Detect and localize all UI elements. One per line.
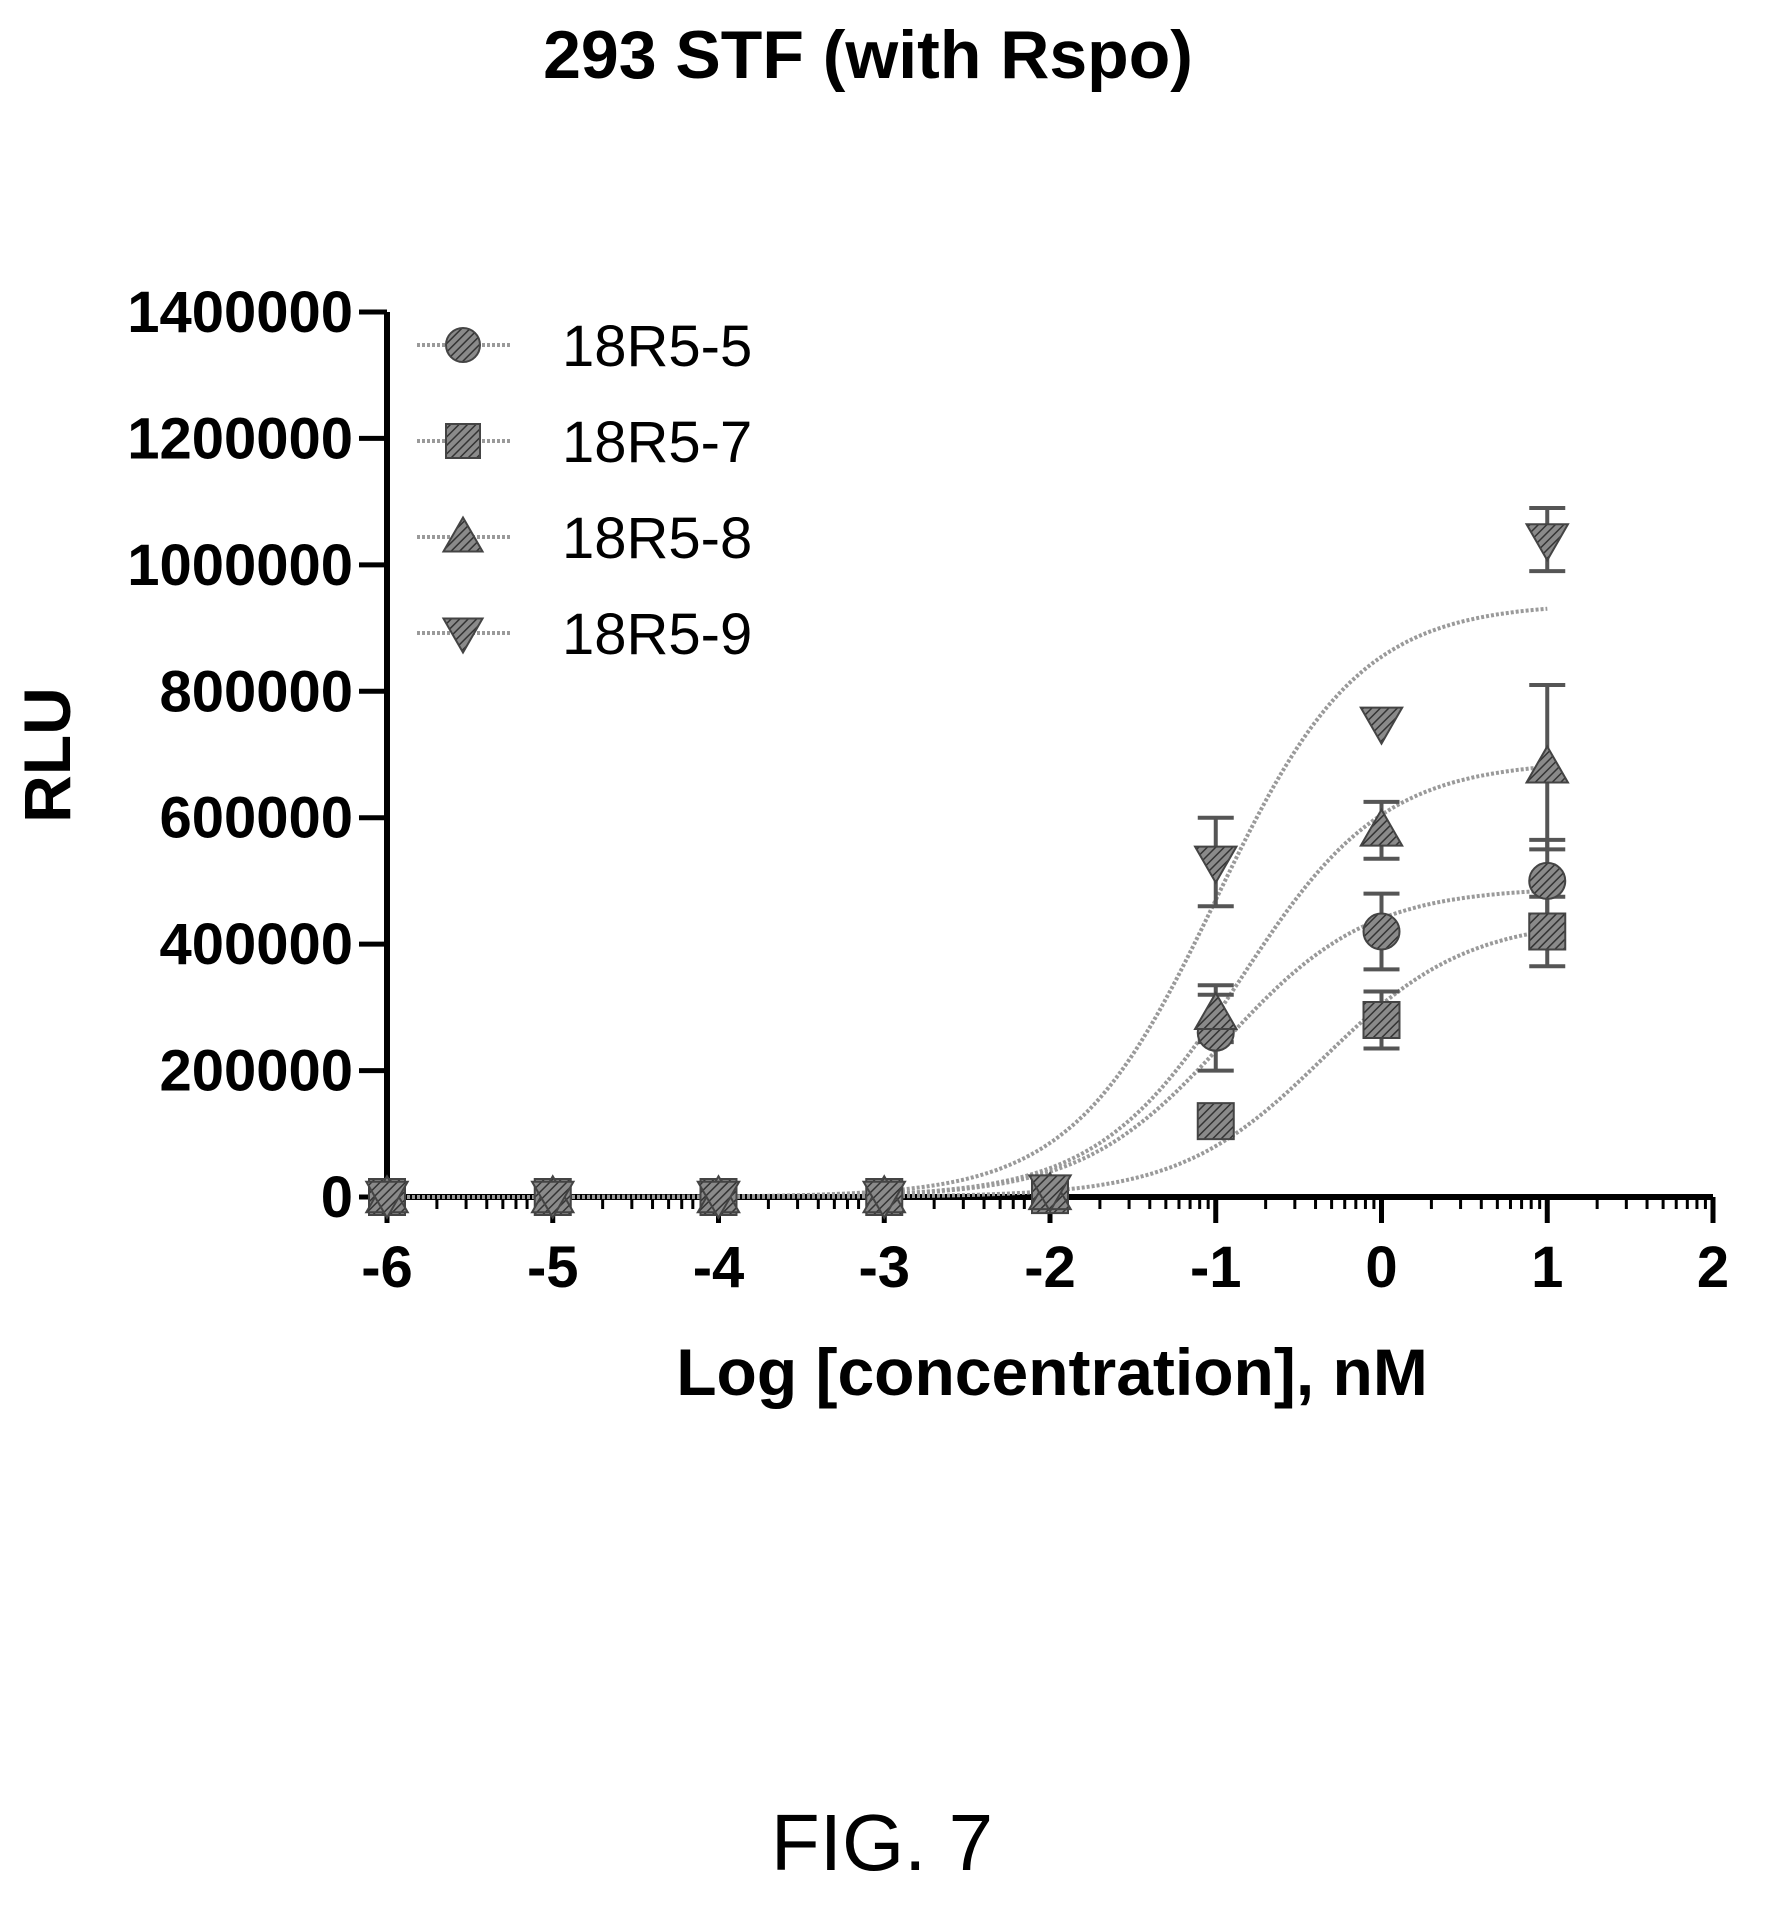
- data-point-18R5-7: [1528, 912, 1567, 951]
- legend: 18R5-5 18R5-7 18R5-8 18R5-9: [417, 314, 752, 667]
- x-tick-label: -2: [1024, 1235, 1076, 1300]
- x-tick-label: -6: [361, 1235, 413, 1300]
- chart-title: 293 STF (with Rspo): [543, 17, 1193, 93]
- y-tick-label: 600000: [159, 786, 353, 851]
- data-point-18R5-5: [1528, 861, 1567, 900]
- fit-curve-18R5-9: [387, 606, 1548, 1199]
- data-point-18R5-9: [1359, 706, 1404, 746]
- data-point-18R5-9: [861, 1180, 907, 1220]
- fit-curve-18R5-8: [387, 764, 1548, 1199]
- data-point-18R5-9: [364, 1180, 410, 1220]
- legend-label: 18R5-7: [562, 410, 752, 475]
- data-point-18R5-5: [1362, 912, 1401, 951]
- fit-curves: [387, 606, 1548, 1199]
- x-tick-label: -1: [1190, 1235, 1242, 1300]
- x-tick-label: -4: [693, 1235, 745, 1300]
- data-point-18R5-9: [1193, 845, 1239, 885]
- figure-label: FIG. 7: [771, 1798, 993, 1887]
- legend-marker-18R5-8: [441, 515, 485, 553]
- axes: 0 200000 400000 600000 800000 1000000 1200000 1…: [127, 280, 1729, 1300]
- legend-label: 18R5-9: [562, 602, 752, 667]
- y-tick-label: 1000000: [127, 533, 353, 598]
- y-tick-label: 400000: [159, 912, 353, 977]
- x-tick-label: -5: [527, 1235, 579, 1300]
- x-tick-label: -3: [858, 1235, 910, 1300]
- y-axis-label: RLU: [10, 687, 84, 823]
- x-axis-label: Log [concentration], nM: [676, 1335, 1428, 1409]
- legend-label: 18R5-8: [562, 506, 752, 571]
- data-point-18R5-9: [530, 1180, 576, 1220]
- data-point-18R5-7: [1362, 1001, 1401, 1039]
- data-point-18R5-8: [1193, 990, 1239, 1030]
- x-tick-label: 1: [1531, 1235, 1563, 1300]
- y-tick-label: 1200000: [127, 406, 353, 471]
- y-tick-label: 200000: [159, 1039, 353, 1104]
- x-tick-label: 2: [1697, 1235, 1729, 1300]
- x-tick-label: 0: [1365, 1235, 1397, 1300]
- legend-marker-18R5-5: [445, 327, 481, 363]
- data-point-18R5-8: [1359, 807, 1404, 847]
- data-point-18R5-9: [1027, 1174, 1073, 1214]
- y-tick-label: 800000: [159, 659, 353, 724]
- data-point-18R5-9: [696, 1180, 741, 1220]
- y-tick-label: 0: [321, 1165, 353, 1230]
- data-point-18R5-7: [1196, 1102, 1235, 1141]
- data-point-18R5-8: [1524, 744, 1570, 784]
- legend-marker-18R5-9: [441, 617, 485, 655]
- legend-label: 18R5-5: [562, 314, 752, 379]
- legend-marker-18R5-7: [445, 423, 481, 459]
- data-point-18R5-9: [1524, 523, 1570, 563]
- data-points: [364, 523, 1570, 1220]
- fit-curve-18R5-7: [387, 928, 1548, 1199]
- y-tick-label: 1400000: [127, 280, 353, 345]
